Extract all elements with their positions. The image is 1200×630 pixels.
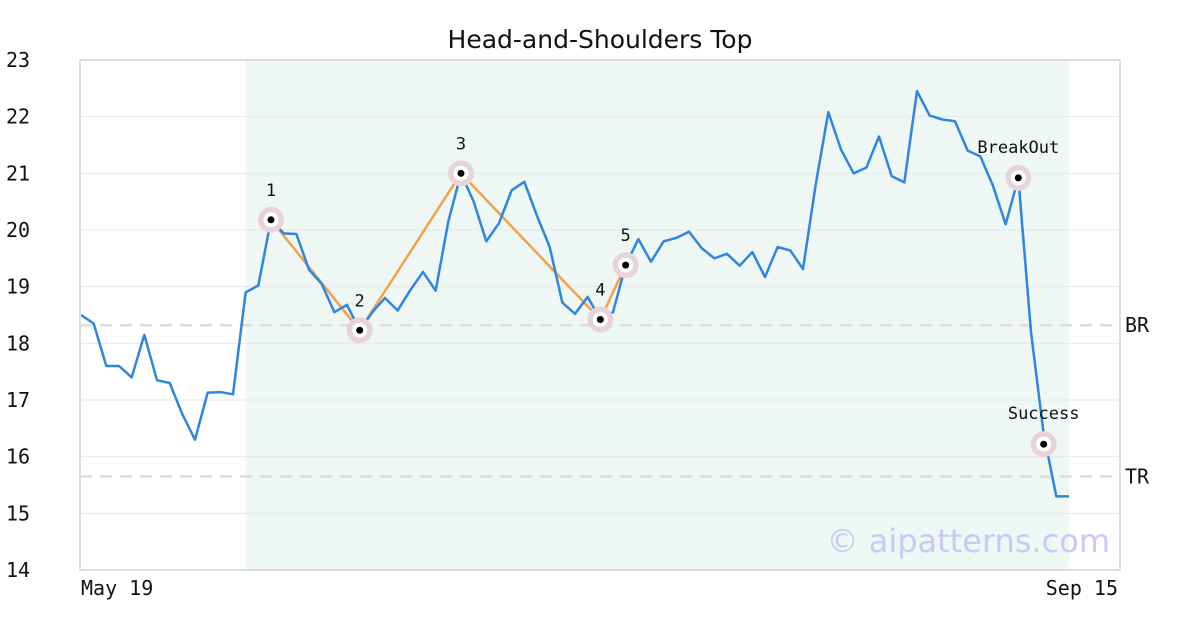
level-label: TR xyxy=(1125,465,1150,489)
y-tick-label: 17 xyxy=(6,388,30,412)
y-tick-label: 21 xyxy=(6,161,30,185)
y-tick-label: 22 xyxy=(6,105,30,129)
pattern-point-dot xyxy=(457,169,465,177)
event-point-dot xyxy=(1040,440,1048,448)
pattern-point-label: 3 xyxy=(456,134,466,154)
event-point-label: BreakOut xyxy=(977,138,1059,158)
pattern-point-label: 4 xyxy=(595,281,605,301)
y-tick-label: 15 xyxy=(6,501,30,525)
x-tick-label-end: Sep 15 xyxy=(1046,576,1118,600)
pattern-zone xyxy=(245,60,1069,570)
pattern-point-dot xyxy=(267,216,275,224)
pattern-point-dot xyxy=(622,261,630,269)
pattern-point-dot xyxy=(356,326,364,334)
pattern-zone-layer xyxy=(245,60,1069,570)
chart-title: Head-and-Shoulders Top xyxy=(448,25,753,54)
grid-layer xyxy=(80,116,1120,514)
y-tick-label: 14 xyxy=(6,558,30,582)
event-point-dot xyxy=(1014,174,1022,182)
pattern-point-label: 1 xyxy=(266,181,276,201)
x-tick-label-start: May 19 xyxy=(81,576,153,600)
y-tick-label: 23 xyxy=(6,48,30,72)
event-point-label: Success xyxy=(1008,404,1080,424)
pattern-point-label: 2 xyxy=(355,291,365,311)
watermark: © aipatterns.com xyxy=(827,522,1110,560)
price-line xyxy=(80,89,1069,498)
plot-frame xyxy=(79,59,1121,571)
y-tick-label: 19 xyxy=(6,275,30,299)
y-tick-label: 18 xyxy=(6,331,30,355)
y-tick-label: 16 xyxy=(6,445,30,469)
marker-layer xyxy=(258,160,1057,458)
pattern-point-label: 5 xyxy=(621,226,631,246)
level-label: BR xyxy=(1125,313,1150,337)
y-tick-label: 20 xyxy=(6,218,30,242)
label-layer: 14151617181920212223BRTR12345BreakOutSuc… xyxy=(6,48,1150,582)
pattern-point-dot xyxy=(596,316,604,324)
